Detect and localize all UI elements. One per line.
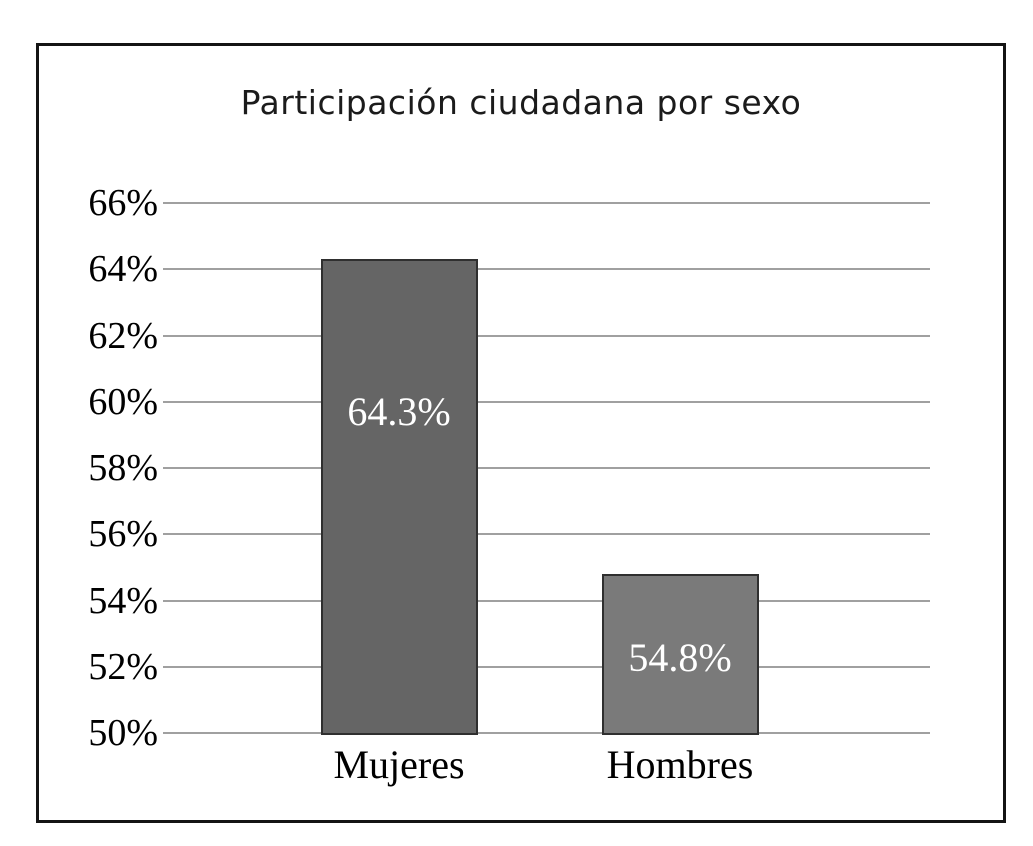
x-axis-category-label-mujeres: Mujeres	[333, 742, 465, 787]
bar-mujeres	[320, 259, 478, 735]
y-axis-tick-label-56: 56%	[88, 513, 158, 556]
bar-value-label-mujeres: 64.3%	[347, 389, 451, 434]
chart-title: Participación ciudadana por sexo	[240, 83, 802, 122]
y-axis-tick-label-52: 52%	[88, 645, 158, 688]
y-axis-tick-label-66: 66%	[88, 182, 158, 224]
chart-outer-frame	[36, 43, 1006, 823]
bar-hombres	[601, 574, 759, 735]
gridline-50	[163, 732, 930, 734]
gridline-56	[163, 533, 930, 536]
gridline-58	[163, 467, 930, 469]
x-axis-category-label-hombres: Hombres	[606, 742, 754, 787]
y-axis-tick-label-62: 62%	[88, 314, 158, 357]
y-axis-tick-label-50: 50%	[88, 712, 158, 754]
bar-value-label-hombres: 54.8%	[628, 635, 732, 680]
y-axis-tick-label-58: 58%	[88, 447, 158, 489]
gridline-54	[163, 599, 930, 602]
y-axis-tick-label-60: 60%	[88, 380, 158, 423]
gridline-60	[163, 400, 930, 403]
gridline-64	[163, 268, 930, 271]
gridline-62	[163, 334, 930, 337]
y-axis-tick-label-54: 54%	[88, 579, 158, 622]
gridline-66	[163, 202, 930, 204]
y-axis-tick-label-64: 64%	[88, 248, 158, 291]
gridline-52	[163, 665, 930, 668]
